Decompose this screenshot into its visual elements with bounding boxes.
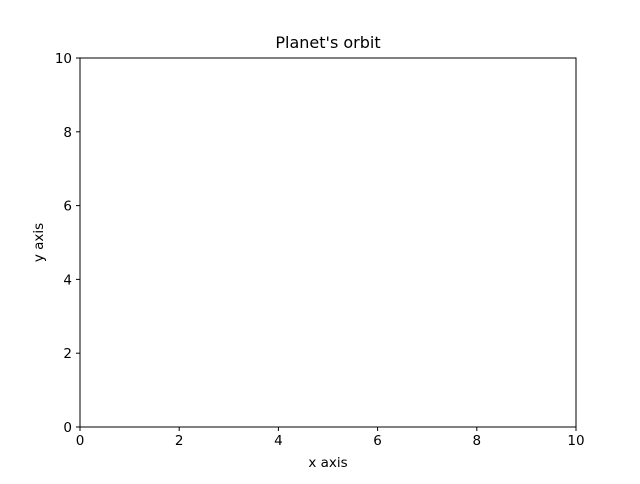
x-tick-label: 10 — [567, 433, 584, 449]
x-tick-label: 2 — [175, 433, 184, 449]
x-tick-label: 4 — [274, 433, 283, 449]
x-tick-label: 8 — [473, 433, 482, 449]
x-axis-label: x axis — [308, 455, 347, 471]
y-tick-label: 10 — [55, 51, 72, 67]
y-axis-ticks: 0 2 4 6 8 10 — [55, 51, 80, 436]
y-tick-label: 4 — [63, 272, 72, 288]
x-tick-label: 0 — [76, 433, 85, 449]
y-axis-label: y axis — [31, 223, 47, 262]
y-tick-label: 2 — [63, 346, 72, 362]
plot-area — [79, 57, 577, 428]
x-tick-label: 6 — [373, 433, 382, 449]
chart-title: Planet's orbit — [275, 33, 380, 52]
y-tick-label: 0 — [63, 420, 72, 436]
y-tick-label: 6 — [63, 199, 72, 215]
x-axis-ticks: 0 2 4 6 8 10 — [76, 427, 585, 449]
y-tick-label: 8 — [63, 125, 72, 141]
